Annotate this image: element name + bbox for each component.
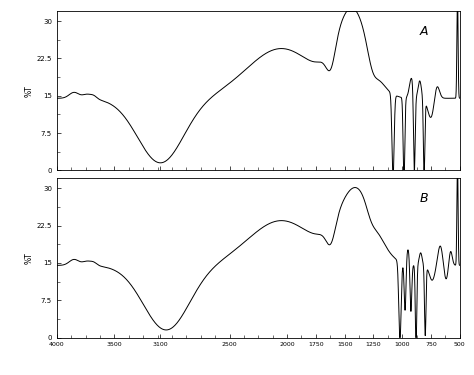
- Text: B: B: [419, 192, 428, 205]
- Y-axis label: %T: %T: [25, 252, 34, 264]
- Y-axis label: %T: %T: [25, 85, 34, 97]
- Text: A: A: [419, 25, 428, 38]
